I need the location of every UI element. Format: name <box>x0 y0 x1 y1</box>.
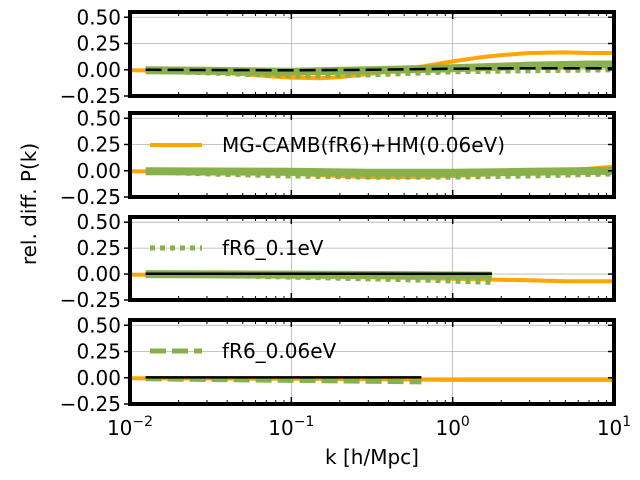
y-tick-label: −0.25 <box>60 288 121 312</box>
x-tick-base: 10 <box>435 416 460 440</box>
ticks <box>124 217 615 301</box>
x-tick-exponent: −2 <box>132 414 153 430</box>
panel-3: 0.500.250.00−0.25 fR6_0.1eV <box>60 210 616 312</box>
panel-frame <box>128 318 616 406</box>
ticks <box>124 320 615 405</box>
y-tick-label: 0.25 <box>76 133 121 157</box>
x-tick-label: 100 <box>435 414 469 440</box>
x-tick-base: 10 <box>268 416 293 440</box>
y-tick-label: 0.50 <box>76 5 121 29</box>
panels: 0.500.250.00−0.250.500.250.00−0.25MG-CAM… <box>60 5 631 440</box>
legend-label: MG-CAMB(fR6)+HM(0.06eV) <box>222 133 505 157</box>
y-tick-label: −0.25 <box>60 185 121 209</box>
x-tick-exponent: 0 <box>461 414 470 430</box>
legend: fR6_0.06eV <box>150 339 336 363</box>
y-tick-label: −0.25 <box>60 84 121 108</box>
legend: fR6_0.1eV <box>150 236 324 260</box>
panel-frame <box>128 111 616 199</box>
x-tick-exponent: 1 <box>622 414 631 430</box>
panel-2: 0.50 0.250.00−0.25 MG-CAMB(fR6)+HM(0.06eV) <box>60 106 616 209</box>
y-tick-label: 0.50 <box>76 313 121 337</box>
y-tick-label: 0.25 <box>76 32 121 56</box>
legend-label: fR6_0.1eV <box>222 236 324 260</box>
y-tick-label: 0.00 <box>76 262 121 286</box>
y-tick-label: 0.50 <box>76 106 121 130</box>
panel-1: 0.50 0.250.00−0.25 <box>60 5 616 108</box>
y-tick-label: 0.00 <box>76 366 121 390</box>
series-group <box>130 270 614 285</box>
panel-4: 0.50 0.250.00−0.25 fR6_0.06eV <box>60 313 616 416</box>
legend: MG-CAMB(fR6)+HM(0.06eV) <box>150 133 505 157</box>
x-tick-base: 10 <box>597 416 622 440</box>
panel-frame <box>128 215 616 302</box>
x-tick-label: 10−1 <box>268 414 314 440</box>
y-tick-label: 0.00 <box>76 159 121 183</box>
x-tick-label: 10−2 <box>107 414 153 440</box>
series-black-dashed <box>145 66 614 72</box>
panel-frame <box>128 10 616 98</box>
series-group <box>130 164 614 180</box>
series-green-dotted <box>145 169 614 180</box>
series-green-dotted <box>145 272 492 285</box>
y-tick-label: 0.25 <box>76 340 121 364</box>
series-group <box>130 50 614 81</box>
x-axis-label: k [h/Mpc] <box>325 445 419 469</box>
series-green-dashed <box>145 376 422 385</box>
y-tick-label: 0.25 <box>76 236 121 260</box>
grid <box>129 217 615 301</box>
series-green-dotted <box>145 67 614 79</box>
y-axis-label: rel. diff. P(k) <box>17 143 41 265</box>
y-tick-label: 0.00 <box>76 58 121 82</box>
x-tick-label: 101 <box>597 414 631 440</box>
legend-label: fR6_0.06eV <box>222 339 336 363</box>
series-group <box>130 376 614 385</box>
y-tick-label: −0.25 <box>60 392 121 416</box>
y-tick-label: 0.50 <box>76 210 121 234</box>
x-tick-exponent: −1 <box>294 414 315 430</box>
series-green-solid <box>145 166 614 177</box>
grid <box>129 320 615 405</box>
x-tick-base: 10 <box>107 416 132 440</box>
